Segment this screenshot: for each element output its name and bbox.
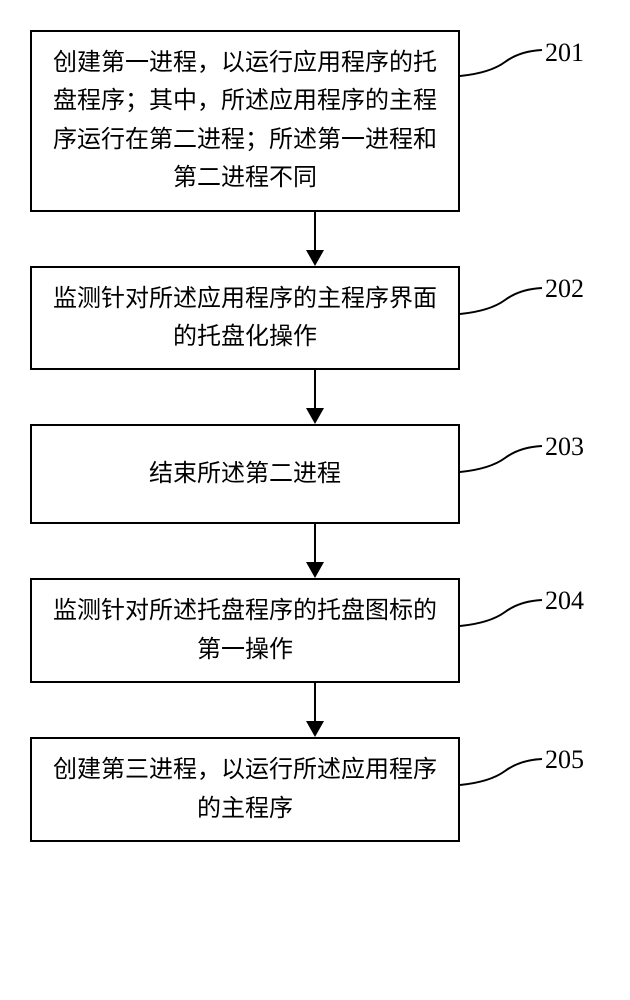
- arrow-line: [314, 212, 316, 251]
- arrow-down-icon: [100, 370, 530, 424]
- arrow-down-icon: [100, 212, 530, 266]
- arrow-line: [314, 683, 316, 722]
- step-label-group-205: 205: [545, 745, 584, 775]
- flowchart-box-203: 结束所述第二进程: [30, 424, 460, 524]
- arrow-line: [314, 524, 316, 563]
- flowchart-container: 创建第一进程，以运行应用程序的托盘程序；其中，所述应用程序的主程序运行在第二进程…: [30, 30, 600, 842]
- step-label-204: 204: [545, 586, 584, 616]
- arrow-line: [314, 370, 316, 409]
- arrow-down-icon: [100, 524, 530, 578]
- flowchart-box-204: 监测针对所述托盘程序的托盘图标的第一操作: [30, 578, 460, 683]
- connector-curve-204: [460, 598, 545, 638]
- arrow-down-icon: [100, 683, 530, 737]
- flowchart-box-202: 监测针对所述应用程序的主程序界面的托盘化操作: [30, 266, 460, 371]
- step-label-group-204: 204: [545, 586, 584, 616]
- step-label-201: 201: [545, 38, 584, 68]
- connector-curve-202: [460, 286, 545, 326]
- step-label-group-202: 202: [545, 274, 584, 304]
- flowchart-step-202: 监测针对所述应用程序的主程序界面的托盘化操作 202: [30, 266, 600, 371]
- step-label-group-203: 203: [545, 432, 584, 462]
- step-label-203: 203: [545, 432, 584, 462]
- flowchart-step-204: 监测针对所述托盘程序的托盘图标的第一操作 204: [30, 578, 600, 683]
- flowchart-step-203: 结束所述第二进程 203: [30, 424, 600, 524]
- arrow-head-icon: [306, 408, 324, 424]
- connector-curve-203: [460, 444, 545, 484]
- arrow-head-icon: [306, 721, 324, 737]
- connector-curve-205: [460, 757, 545, 797]
- step-label-205: 205: [545, 745, 584, 775]
- step-label-group-201: 201: [545, 38, 584, 68]
- flowchart-box-205: 创建第三进程，以运行所述应用程序的主程序: [30, 737, 460, 842]
- step-label-202: 202: [545, 274, 584, 304]
- connector-curve-201: [460, 48, 545, 88]
- flowchart-box-201: 创建第一进程，以运行应用程序的托盘程序；其中，所述应用程序的主程序运行在第二进程…: [30, 30, 460, 212]
- flowchart-step-205: 创建第三进程，以运行所述应用程序的主程序 205: [30, 737, 600, 842]
- arrow-head-icon: [306, 562, 324, 578]
- arrow-head-icon: [306, 250, 324, 266]
- flowchart-step-201: 创建第一进程，以运行应用程序的托盘程序；其中，所述应用程序的主程序运行在第二进程…: [30, 30, 600, 212]
